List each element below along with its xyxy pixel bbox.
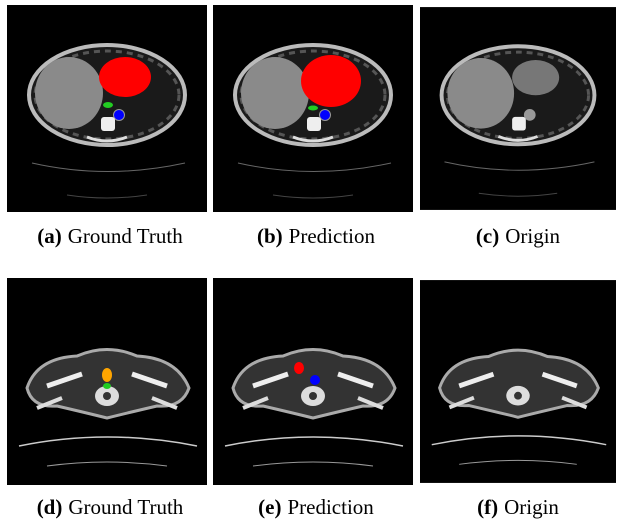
- panel-caption-text: Prediction: [287, 495, 374, 519]
- panel-caption: (d)Ground Truth: [37, 495, 184, 519]
- panel-label: (b): [257, 224, 283, 248]
- panel-caption: (e) Prediction: [258, 495, 374, 519]
- panel-caption: (a)Ground Truth: [37, 224, 183, 248]
- page: (a)Ground Truth(b)Prediction(c)Origin(d)…: [0, 0, 622, 521]
- panel-d-image: [7, 278, 207, 485]
- panel-e-image: [213, 278, 413, 485]
- panel-caption-text: Ground Truth: [68, 495, 183, 519]
- figure: (a)Ground Truth(b)Prediction(c)Origin(d)…: [0, 0, 622, 521]
- panel-caption: (b)Prediction: [257, 224, 375, 248]
- panel-caption-text: Prediction: [289, 224, 376, 248]
- panel-caption-text: Origin: [504, 495, 559, 519]
- panel-label: (c): [476, 224, 499, 248]
- panel-f-image: [420, 280, 616, 483]
- panel-label: (e): [258, 495, 281, 519]
- panel-caption-text: Origin: [505, 224, 560, 248]
- panel-label: (a): [37, 224, 62, 248]
- panel-caption: (f) Origin: [477, 495, 559, 519]
- panel-b-image: [213, 5, 413, 212]
- panel-c-image: [420, 7, 616, 210]
- panel-caption-text: Ground Truth: [68, 224, 183, 248]
- panel-caption: (c) Origin: [476, 224, 561, 248]
- panel-label: (d): [37, 495, 63, 519]
- panel-a-image: [7, 5, 207, 212]
- panel-label: (f): [477, 495, 498, 519]
